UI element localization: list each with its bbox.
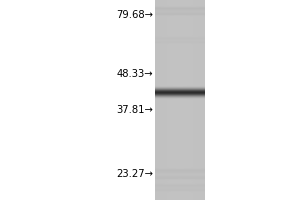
Text: 23.27→: 23.27→ — [116, 169, 153, 179]
Text: 79.68→: 79.68→ — [116, 10, 153, 20]
Text: 37.81→: 37.81→ — [116, 105, 153, 115]
Text: 48.33→: 48.33→ — [116, 69, 153, 79]
